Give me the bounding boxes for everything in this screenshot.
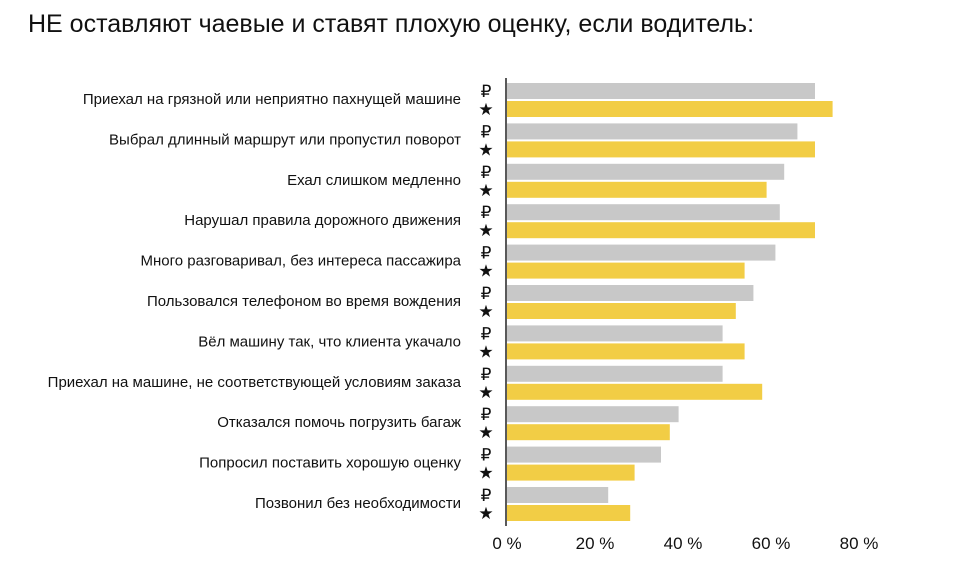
star-icon: ★ <box>478 342 493 361</box>
ruble-icon: ₽ <box>481 284 492 303</box>
bar-ruble <box>507 325 723 342</box>
ruble-icon: ₽ <box>481 244 492 263</box>
category-label: Много разговаривал, без интереса пассажи… <box>140 253 461 270</box>
star-icon: ★ <box>478 140 493 159</box>
bar-ruble <box>507 446 661 463</box>
category-label: Приехал на грязной или неприятно пахнуще… <box>83 91 461 108</box>
bar-star <box>507 303 736 319</box>
bar-star <box>507 262 745 279</box>
category-label: Позвонил без необходимости <box>255 495 461 512</box>
category-label: Нарушал правила дорожного движения <box>184 212 461 229</box>
category-label: Вёл машину так, что клиента укачало <box>198 333 461 350</box>
bar-ruble <box>507 244 776 261</box>
bar-ruble <box>507 204 780 221</box>
ruble-icon: ₽ <box>481 82 492 101</box>
category-label: Ехал слишком медленно <box>287 172 461 189</box>
ruble-icon: ₽ <box>481 446 492 465</box>
star-icon: ★ <box>478 302 493 321</box>
category-label: Отказался помочь погрузить багаж <box>217 414 461 431</box>
bar-star <box>507 383 763 400</box>
ruble-icon: ₽ <box>481 324 492 343</box>
bar-star <box>507 101 833 117</box>
bar-star <box>507 181 767 198</box>
ruble-icon: ₽ <box>481 163 492 182</box>
bar-star <box>507 222 815 239</box>
category-label: Попросил поставить хорошую оценку <box>199 455 461 472</box>
bar-star <box>507 464 635 481</box>
x-tick-label: 60 % <box>752 534 791 553</box>
bar-ruble <box>507 487 609 503</box>
bar-ruble <box>507 83 815 99</box>
star-icon: ★ <box>478 423 493 442</box>
ruble-icon: ₽ <box>481 365 492 384</box>
x-tick-label: 0 % <box>492 534 521 553</box>
ruble-icon: ₽ <box>481 405 492 424</box>
star-icon: ★ <box>478 464 493 483</box>
bar-ruble <box>507 285 754 301</box>
category-label: Приехал на машине, не соответствующей ус… <box>48 374 462 391</box>
category-label: Выбрал длинный маршрут или пропустил пов… <box>109 131 461 148</box>
bar-ruble <box>507 406 679 423</box>
bar-star <box>507 424 670 441</box>
x-tick-label: 40 % <box>664 534 703 553</box>
x-tick-label: 20 % <box>576 534 615 553</box>
bar-ruble <box>507 365 723 382</box>
star-icon: ★ <box>478 383 493 402</box>
ruble-icon: ₽ <box>481 203 492 222</box>
star-icon: ★ <box>478 100 493 119</box>
category-label: Пользовался телефоном во время вождения <box>147 293 461 310</box>
star-icon: ★ <box>478 504 493 523</box>
star-icon: ★ <box>478 262 493 281</box>
bar-star <box>507 343 745 360</box>
bar-ruble <box>507 163 785 180</box>
x-tick-label: 80 % <box>840 534 879 553</box>
bar-star <box>507 141 815 158</box>
ruble-icon: ₽ <box>481 486 492 505</box>
bar-star <box>507 505 631 521</box>
ruble-icon: ₽ <box>481 122 492 141</box>
bar-ruble <box>507 123 798 140</box>
chart-title: НЕ оставляют чаевые и ставят плохую оцен… <box>28 10 755 38</box>
star-icon: ★ <box>478 221 493 240</box>
star-icon: ★ <box>478 181 493 200</box>
